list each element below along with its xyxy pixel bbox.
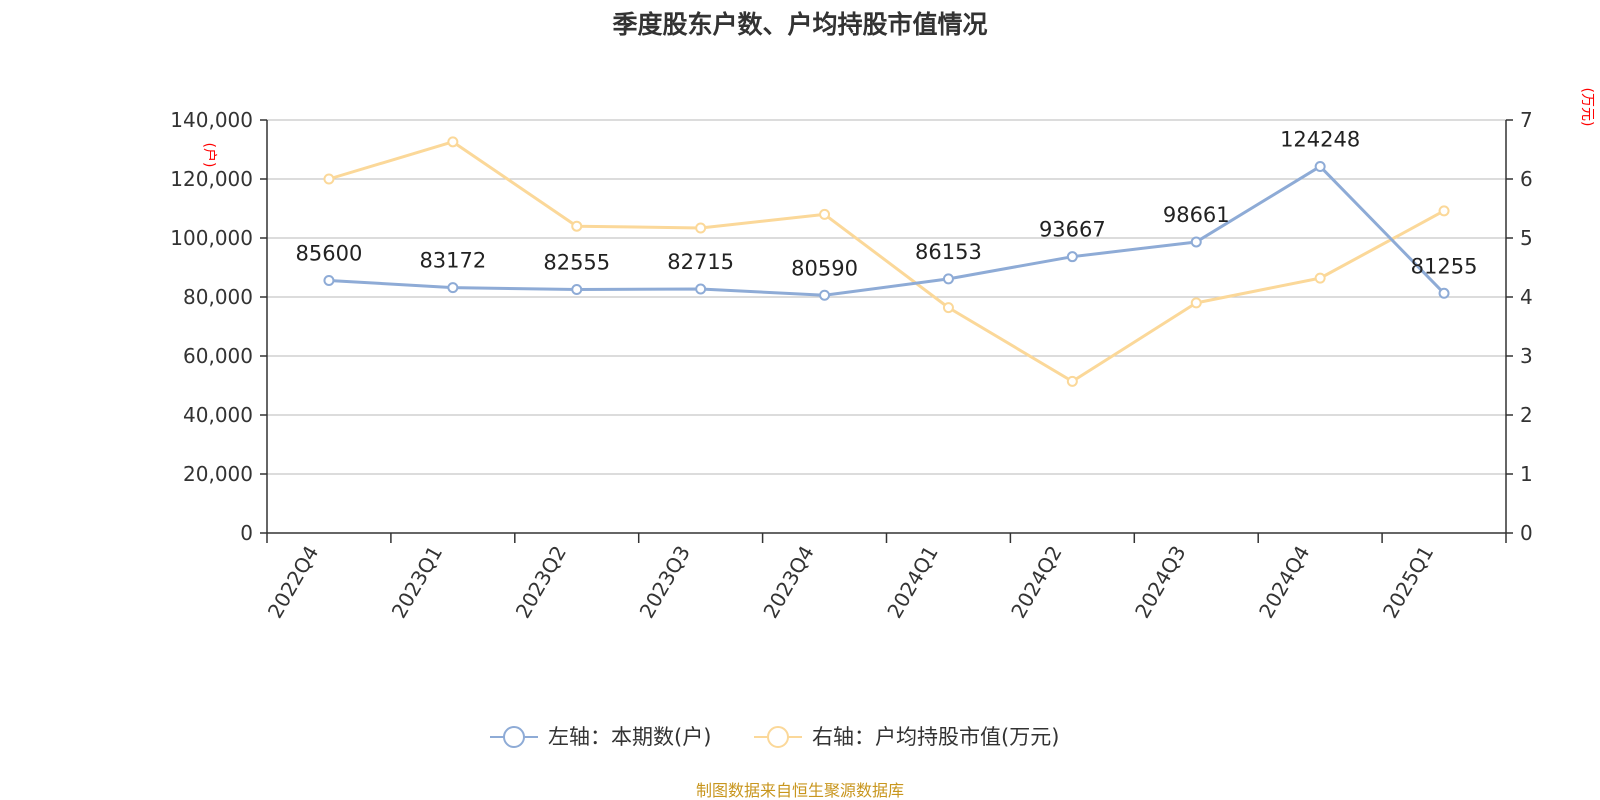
data-label: 85600	[296, 241, 363, 265]
data-point-right	[1438, 205, 1450, 217]
data-point-left	[1314, 160, 1326, 172]
x-tick-label: 2024Q2	[1006, 542, 1066, 623]
legend-item-left[interactable]: 左轴：本期数(户)	[490, 725, 711, 749]
data-point-right	[447, 136, 459, 148]
left-tick-label: 60,000	[183, 344, 253, 368]
x-tick-label: 2023Q4	[758, 542, 818, 623]
left-axis-unit: (户)	[201, 143, 218, 168]
left-tick-label: 100,000	[170, 226, 253, 250]
legend-label-right: 右轴：户均持股市值(万元)	[812, 725, 1059, 749]
data-point-right	[1066, 375, 1078, 387]
data-labels: 85600 83172 82555 82715 80590 86153 93667 98661…	[296, 127, 1478, 280]
series-line-right	[328, 140, 1445, 383]
data-point-right	[323, 173, 335, 185]
left-tick-label: 40,000	[183, 403, 253, 427]
series-line-left	[328, 164, 1446, 297]
data-label: 82715	[667, 250, 734, 274]
data-point-left	[1066, 251, 1078, 263]
data-point-right	[942, 302, 954, 314]
right-tick-label: 4	[1520, 285, 1533, 309]
x-tick-label: 2024Q4	[1254, 542, 1314, 623]
data-label: 98661	[1163, 203, 1230, 227]
legend-item-right[interactable]: 右轴：户均持股市值(万元)	[754, 725, 1059, 749]
right-tick-label: 6	[1520, 167, 1533, 191]
data-point-right	[819, 208, 831, 220]
left-tick-label: 80,000	[183, 285, 253, 309]
data-point-right	[571, 220, 583, 232]
data-point-right	[695, 222, 707, 234]
left-tick-label: 0	[240, 521, 253, 545]
data-point-left	[942, 273, 954, 285]
data-label: 81255	[1411, 254, 1478, 278]
x-tick-label: 2023Q2	[511, 542, 571, 623]
x-tick-label: 2025Q1	[1378, 542, 1438, 623]
data-point-left	[1438, 287, 1450, 299]
left-tick-label: 120,000	[170, 167, 253, 191]
grid-lines	[267, 119, 1506, 475]
data-point-left	[819, 289, 831, 301]
legend-label-left: 左轴：本期数(户)	[548, 725, 711, 749]
source-note: 制图数据来自恒生聚源数据库	[696, 781, 904, 800]
data-point-left	[1190, 236, 1202, 248]
data-label: 86153	[915, 240, 982, 264]
data-point-right	[1190, 297, 1202, 309]
legend-marker-right	[767, 726, 789, 748]
x-tick-label: 2023Q1	[387, 542, 447, 623]
x-tick-label: 2022Q4	[263, 542, 323, 623]
data-point-left	[695, 283, 707, 295]
data-point-left	[447, 282, 459, 294]
series	[323, 136, 1450, 387]
right-axis-ticks: 0 1 2 3 4 5 6 7	[1506, 108, 1533, 545]
data-point-left	[571, 283, 583, 295]
x-tick-label: 2023Q3	[635, 542, 695, 623]
left-axis-ticks: 0 20,000 40,000 60,000 80,000 100,000 120,000 1…	[170, 108, 267, 545]
right-tick-label: 3	[1520, 344, 1533, 368]
x-axis-ticks: 2022Q4 2023Q1 2023Q2 2023Q3 2023Q4 2024Q1 2024…	[263, 533, 1507, 623]
legend-marker-left	[503, 726, 525, 748]
x-tick-label: 2024Q1	[882, 542, 942, 623]
right-tick-label: 5	[1520, 226, 1533, 250]
left-tick-label: 140,000	[170, 108, 253, 132]
data-point-right	[1314, 272, 1326, 284]
x-tick-label: 2024Q3	[1130, 542, 1190, 623]
right-axis-unit: (万元)	[1579, 88, 1595, 127]
chart-title: 季度股东户数、户均持股市值情况	[612, 10, 987, 39]
right-tick-label: 7	[1520, 108, 1533, 132]
data-point-left	[323, 274, 335, 286]
data-label: 93667	[1039, 218, 1106, 242]
data-label: 124248	[1280, 127, 1360, 151]
right-tick-label: 2	[1520, 403, 1533, 427]
axes	[266, 120, 1507, 534]
data-label: 83172	[419, 249, 486, 273]
data-label: 80590	[791, 256, 858, 280]
right-tick-label: 1	[1520, 462, 1533, 486]
left-tick-label: 20,000	[183, 462, 253, 486]
right-tick-label: 0	[1520, 521, 1533, 545]
data-label: 82555	[543, 250, 610, 274]
legend: 左轴：本期数(户) 右轴：户均持股市值(万元)	[490, 725, 1059, 749]
